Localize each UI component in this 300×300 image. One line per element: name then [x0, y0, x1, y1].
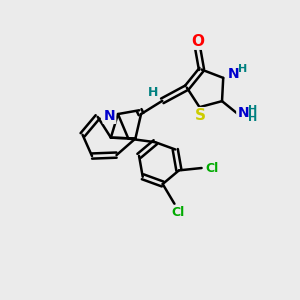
Text: H: H — [238, 64, 248, 74]
Text: S: S — [195, 108, 206, 123]
Text: Cl: Cl — [205, 161, 219, 175]
Text: N: N — [228, 67, 239, 81]
Text: N: N — [237, 106, 249, 120]
Text: H: H — [148, 86, 158, 99]
Text: H: H — [248, 105, 257, 115]
Text: Cl: Cl — [172, 206, 185, 219]
Text: N: N — [103, 109, 115, 123]
Text: O: O — [191, 34, 204, 49]
Text: H: H — [248, 113, 257, 123]
